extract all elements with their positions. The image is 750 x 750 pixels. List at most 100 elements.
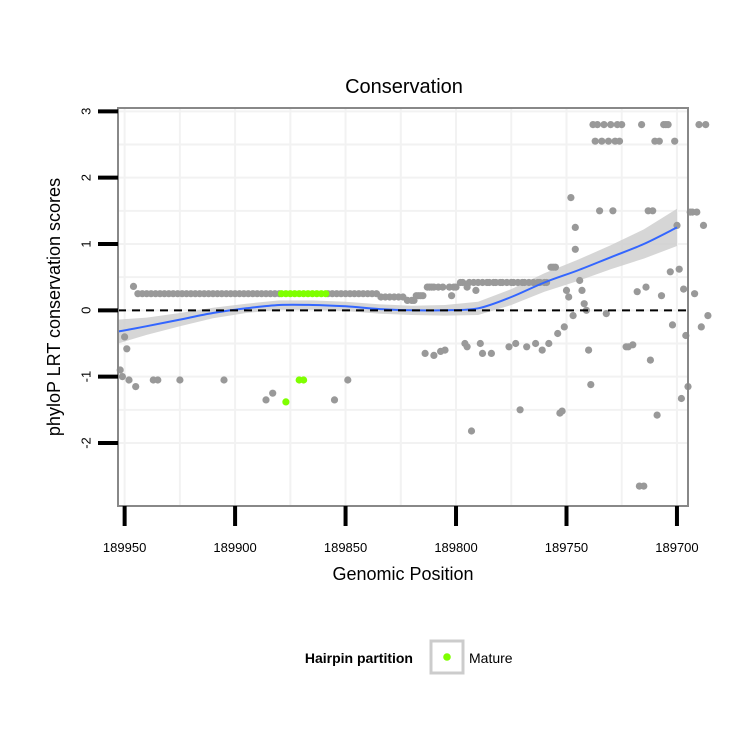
point-other xyxy=(576,276,584,285)
legend-key-mature-icon xyxy=(443,653,451,661)
point-other xyxy=(591,137,599,145)
point-other xyxy=(633,288,641,296)
point-other xyxy=(476,339,484,348)
point-other xyxy=(571,223,579,231)
point-mature xyxy=(300,376,308,384)
point-other xyxy=(642,283,650,291)
point-other xyxy=(129,282,138,290)
point-other xyxy=(554,329,562,338)
point-other xyxy=(176,376,184,384)
y-axis-ticks: -2 -1 0 1 2 3 xyxy=(79,108,118,449)
point-other xyxy=(677,394,686,403)
point-other xyxy=(430,351,438,359)
point-other xyxy=(697,323,705,331)
point-other xyxy=(596,207,604,215)
point-other xyxy=(693,208,701,216)
point-other xyxy=(419,292,427,300)
point-other xyxy=(607,121,615,129)
y-tick-label: 1 xyxy=(79,240,94,247)
smooth-line-path xyxy=(117,226,678,333)
point-other xyxy=(262,396,270,404)
x-axis-label: Genomic Position xyxy=(332,564,473,584)
x-tick-label: 189900 xyxy=(213,540,256,555)
point-other xyxy=(132,383,140,391)
point-other xyxy=(505,343,513,351)
point-other xyxy=(125,376,133,384)
point-other xyxy=(118,373,126,381)
point-other xyxy=(545,339,553,348)
y-tick-label: 3 xyxy=(79,108,94,115)
point-other xyxy=(421,349,429,357)
point-other xyxy=(602,310,610,318)
point-other xyxy=(439,283,447,291)
point-other xyxy=(344,376,352,384)
point-other xyxy=(653,411,661,419)
point-other xyxy=(538,346,546,354)
chart-title: Conservation xyxy=(345,76,463,98)
point-other xyxy=(565,293,573,301)
point-other xyxy=(640,482,648,490)
point-other xyxy=(523,343,531,351)
point-other xyxy=(580,300,588,308)
x-tick-label: 189850 xyxy=(324,540,367,555)
point-other xyxy=(578,286,586,294)
point-mature xyxy=(282,398,290,406)
point-other xyxy=(448,292,456,300)
point-other xyxy=(657,292,666,300)
legend-label-mature: Mature xyxy=(469,650,513,666)
point-other xyxy=(569,312,577,320)
y-tick-label: -2 xyxy=(79,437,94,449)
plot-panel-border xyxy=(117,107,689,507)
point-other xyxy=(604,137,613,145)
point-other xyxy=(691,290,699,298)
smooth-trend-line xyxy=(117,226,678,333)
x-tick-label: 189800 xyxy=(434,540,477,555)
point-other xyxy=(695,121,703,129)
point-other xyxy=(463,343,471,351)
point-other xyxy=(587,381,595,389)
x-tick-label: 189750 xyxy=(545,540,588,555)
point-other xyxy=(560,323,568,331)
y-tick-label: -1 xyxy=(79,371,94,383)
point-other xyxy=(467,427,476,435)
point-other xyxy=(668,321,677,329)
point-other xyxy=(269,389,277,397)
point-other xyxy=(646,356,655,364)
y-axis-label: phyloP LRT conservation scores xyxy=(44,178,64,436)
point-other xyxy=(664,121,672,129)
point-other xyxy=(472,286,480,294)
x-tick-label: 189700 xyxy=(655,540,698,555)
point-other xyxy=(598,137,606,145)
point-other xyxy=(487,349,495,357)
point-mature xyxy=(322,290,330,298)
point-other xyxy=(704,312,712,320)
point-other xyxy=(567,194,575,202)
point-other xyxy=(638,121,646,129)
point-other xyxy=(618,121,626,129)
point-other xyxy=(655,137,663,145)
point-other xyxy=(593,121,602,129)
point-other xyxy=(699,221,708,229)
point-other xyxy=(558,407,566,415)
y-tick-label: 2 xyxy=(79,174,94,181)
point-other xyxy=(585,346,593,354)
point-other xyxy=(562,286,571,294)
point-other xyxy=(512,339,520,348)
x-tick-label: 189950 xyxy=(103,540,146,555)
point-other xyxy=(680,285,688,293)
point-other xyxy=(330,396,339,404)
legend: Hairpin partition Mature xyxy=(305,639,513,675)
point-other xyxy=(675,265,683,273)
point-other xyxy=(459,278,467,287)
confidence-band-polygon xyxy=(118,208,677,344)
point-other xyxy=(121,333,129,341)
legend-title: Hairpin partition xyxy=(305,650,413,666)
x-axis-ticks: 189950 189900 189850 189800 189750 189700 xyxy=(103,506,699,555)
points-mature xyxy=(277,290,330,406)
point-other xyxy=(615,137,624,145)
point-other xyxy=(154,376,162,384)
point-other xyxy=(666,268,674,276)
grid-lines xyxy=(118,108,688,506)
point-other xyxy=(671,137,679,145)
